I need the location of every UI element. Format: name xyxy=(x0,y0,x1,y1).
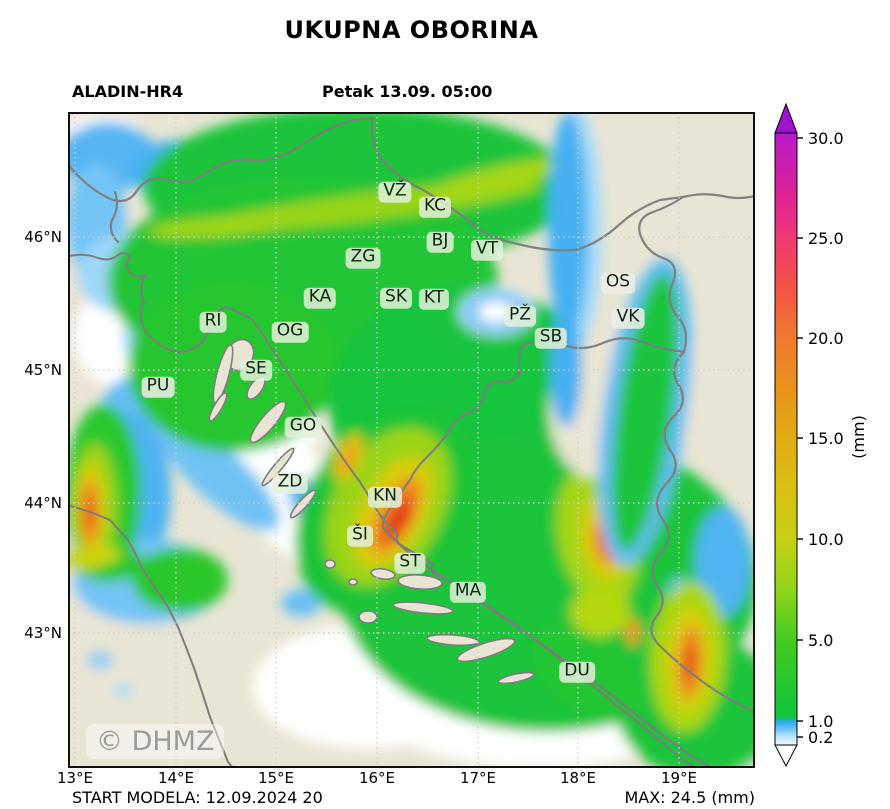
city-label-zg: ZG xyxy=(345,247,381,269)
lon-tick-14e: 14°E xyxy=(157,769,195,787)
lat-tick-43n: 43°N xyxy=(24,624,62,642)
model-start-text: START MODELA: 12.09.2024 20 xyxy=(72,788,323,807)
city-label-sk: SK xyxy=(380,287,412,309)
lon-tick-17e: 17°E xyxy=(459,769,497,787)
max-value-text: MAX: 24.5 (mm) xyxy=(624,788,755,807)
city-label-st: ST xyxy=(394,552,426,574)
svg-text:1.0: 1.0 xyxy=(808,712,833,731)
colorbar-gradient xyxy=(774,132,798,746)
colorbar: 30.0 25.0 20.0 15.0 10.0 5.0 1.0 0.2 (mm… xyxy=(774,102,868,768)
svg-text:30.0: 30.0 xyxy=(808,129,844,148)
city-label-pu: PU xyxy=(141,376,175,398)
dhmz-watermark: © DHMZ xyxy=(86,724,225,759)
city-label-ma: MA xyxy=(449,581,487,603)
svg-text:20.0: 20.0 xyxy=(808,329,844,348)
city-label-du: DU xyxy=(559,661,595,683)
map-frame xyxy=(68,112,755,768)
lat-tick-45n: 45°N xyxy=(24,361,62,379)
valid-time-label: Petak 13.09. 05:00 xyxy=(322,82,493,101)
city-label-vz: VŽ xyxy=(378,181,412,203)
city-label-kn: KN xyxy=(368,486,402,508)
city-label-sb: SB xyxy=(534,327,568,349)
city-label-vt: VT xyxy=(470,239,504,261)
page-title: UKUPNA OBORINA xyxy=(284,16,539,44)
city-label-zd: ZD xyxy=(272,472,308,494)
city-label-kc: KC xyxy=(418,196,452,218)
lon-tick-19e: 19°E xyxy=(660,769,698,787)
map-area: VŽ KC BJ VT ZG OS KA SK KT PŽ VK RI OG S… xyxy=(68,112,755,768)
city-label-ka: KA xyxy=(303,287,337,309)
city-label-si: ŠI xyxy=(347,525,373,547)
city-label-bj: BJ xyxy=(426,231,454,253)
city-label-se: SE xyxy=(240,359,272,381)
colorbar-tick-labels: 30.0 25.0 20.0 15.0 10.0 5.0 1.0 0.2 xyxy=(808,129,844,747)
lat-tick-46n: 46°N xyxy=(24,228,62,246)
city-label-og: OG xyxy=(271,321,309,343)
city-label-ri: RI xyxy=(199,311,227,333)
city-label-vk: VK xyxy=(611,307,645,329)
city-label-go: GO xyxy=(284,416,322,438)
svg-text:25.0: 25.0 xyxy=(808,229,844,248)
city-label-os: OS xyxy=(600,272,636,294)
svg-text:10.0: 10.0 xyxy=(808,530,844,549)
svg-text:15.0: 15.0 xyxy=(808,429,844,448)
city-label-kt: KT xyxy=(418,288,450,310)
lon-tick-18e: 18°E xyxy=(559,769,597,787)
city-label-pz: PŽ xyxy=(504,305,536,327)
colorbar-unit-label: (mm) xyxy=(849,415,868,459)
lat-tick-44n: 44°N xyxy=(24,494,62,512)
precipitation-map-canvas xyxy=(68,112,755,768)
colorbar-under-arrow xyxy=(774,744,798,768)
lon-tick-16e: 16°E xyxy=(358,769,396,787)
model-name-label: ALADIN-HR4 xyxy=(72,82,184,101)
colorbar-tickmarks xyxy=(797,137,803,738)
colorbar-over-arrow xyxy=(774,102,798,134)
lon-tick-13e: 13°E xyxy=(56,769,94,787)
svg-text:0.2: 0.2 xyxy=(808,728,833,747)
svg-text:5.0: 5.0 xyxy=(808,631,833,650)
lon-tick-15e: 15°E xyxy=(257,769,295,787)
islands xyxy=(208,338,535,685)
